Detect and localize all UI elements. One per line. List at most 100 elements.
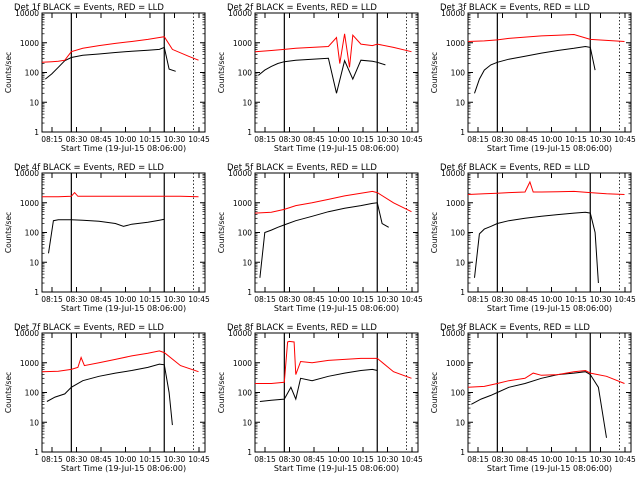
x-axis-label: Start Time (19-Jul-15 08:06:00) bbox=[61, 464, 186, 473]
x-tick-label: 08:15 bbox=[254, 295, 276, 304]
x-tick-label: 10:45 bbox=[401, 455, 423, 464]
y-tick-label: 1000 bbox=[233, 199, 252, 208]
x-tick-label: 10:15 bbox=[352, 295, 374, 304]
x-axis-label: Start Time (19-Jul-15 08:06:00) bbox=[487, 304, 612, 313]
y-axis-label: Counts/sec bbox=[4, 52, 13, 93]
x-tick-label: 10:45 bbox=[188, 295, 210, 304]
chart-title: Det 9f BLACK = Events, RED = LLD bbox=[440, 323, 590, 333]
x-tick-label: 10:45 bbox=[401, 295, 423, 304]
x-tick-label: 08:15 bbox=[254, 455, 276, 464]
y-axis-label: Counts/sec bbox=[217, 52, 226, 93]
chart-title: Det 8f BLACK = Events, RED = LLD bbox=[227, 323, 377, 333]
series-line-events bbox=[259, 202, 389, 278]
series-line-lld bbox=[41, 36, 199, 63]
x-tick-label: 08:45 bbox=[303, 135, 325, 144]
y-tick-label: 1 bbox=[247, 288, 252, 297]
y-tick-label: 10000 bbox=[441, 9, 465, 18]
x-tick-label: 10:30 bbox=[164, 135, 186, 144]
y-tick-label: 1000 bbox=[20, 199, 39, 208]
x-tick-label: 08:15 bbox=[467, 295, 489, 304]
x-tick-label: 08:30 bbox=[492, 295, 514, 304]
chart-title: Det 2f BLACK = Events, RED = LLD bbox=[227, 3, 377, 13]
series-line-events bbox=[474, 211, 599, 284]
x-tick-label: 10:45 bbox=[614, 135, 636, 144]
x-axis-label: Start Time (19-Jul-15 08:06:00) bbox=[487, 464, 612, 473]
x-tick-label: 08:15 bbox=[254, 135, 276, 144]
y-tick-label: 1000 bbox=[20, 39, 39, 48]
y-tick-label: 10 bbox=[455, 258, 465, 267]
plot-frame bbox=[41, 172, 206, 293]
y-tick-label: 10 bbox=[29, 258, 39, 267]
x-tick-label: 10:00 bbox=[115, 455, 137, 464]
x-tick-label: 08:15 bbox=[41, 295, 63, 304]
x-tick-label: 08:30 bbox=[492, 455, 514, 464]
y-axis-label: Counts/sec bbox=[430, 52, 439, 93]
y-tick-label: 100 bbox=[238, 69, 253, 78]
x-tick-label: 08:30 bbox=[66, 455, 88, 464]
x-tick-label: 10:00 bbox=[328, 135, 350, 144]
y-tick-label: 10000 bbox=[15, 9, 39, 18]
x-tick-label: 08:30 bbox=[492, 135, 514, 144]
y-tick-label: 10 bbox=[29, 418, 39, 427]
x-tick-label: 10:15 bbox=[139, 295, 161, 304]
chart-title: Det 4f BLACK = Events, RED = LLD bbox=[14, 163, 164, 173]
y-axis-label: Counts/sec bbox=[4, 372, 13, 413]
series-line-events bbox=[257, 57, 386, 94]
x-tick-label: 10:30 bbox=[590, 455, 612, 464]
plot-frame bbox=[467, 12, 632, 133]
y-tick-label: 10 bbox=[29, 98, 39, 107]
chart-title: Det 7f BLACK = Events, RED = LLD bbox=[14, 323, 164, 333]
series-line-events bbox=[44, 46, 176, 80]
x-tick-label: 10:30 bbox=[590, 295, 612, 304]
series-line-events bbox=[471, 371, 607, 438]
x-tick-label: 10:45 bbox=[401, 135, 423, 144]
series-line-lld bbox=[467, 180, 625, 195]
chart-panel-6: Det 6f BLACK = Events, RED = LLD 1 10 100 10… bbox=[430, 163, 636, 313]
y-tick-label: 100 bbox=[238, 229, 253, 238]
y-tick-label: 100 bbox=[451, 69, 466, 78]
series-line-lld bbox=[467, 33, 625, 42]
x-tick-label: 10:00 bbox=[541, 455, 563, 464]
x-tick-label: 08:15 bbox=[41, 135, 63, 144]
x-tick-label: 10:00 bbox=[541, 135, 563, 144]
x-tick-label: 10:30 bbox=[377, 455, 399, 464]
y-tick-label: 100 bbox=[451, 389, 466, 398]
chart-title: Det 3f BLACK = Events, RED = LLD bbox=[440, 3, 590, 13]
y-tick-label: 1000 bbox=[446, 199, 465, 208]
chart-panel-3: Det 3f BLACK = Events, RED = LLD 1 10 100 10… bbox=[430, 3, 636, 153]
plot-frame bbox=[254, 12, 419, 133]
series-line-events bbox=[259, 368, 378, 402]
chart-title: Det 6f BLACK = Events, RED = LLD bbox=[440, 163, 590, 173]
x-tick-label: 08:45 bbox=[516, 135, 538, 144]
y-axis-label: Counts/sec bbox=[430, 212, 439, 253]
x-tick-label: 08:15 bbox=[467, 455, 489, 464]
x-tick-label: 08:45 bbox=[90, 135, 112, 144]
plot-frame bbox=[467, 172, 632, 293]
y-tick-label: 1000 bbox=[233, 359, 252, 368]
chart-panel-2: Det 2f BLACK = Events, RED = LLD 1 10 100 10… bbox=[217, 3, 423, 153]
series-line-lld bbox=[42, 191, 199, 198]
x-tick-label: 10:00 bbox=[541, 295, 563, 304]
x-tick-label: 08:45 bbox=[516, 455, 538, 464]
x-axis-label: Start Time (19-Jul-15 08:06:00) bbox=[274, 304, 399, 313]
y-tick-label: 1 bbox=[34, 288, 39, 297]
x-axis-label: Start Time (19-Jul-15 08:06:00) bbox=[274, 464, 399, 473]
x-tick-label: 10:00 bbox=[115, 295, 137, 304]
x-axis-label: Start Time (19-Jul-15 08:06:00) bbox=[61, 144, 186, 153]
y-axis-label: Counts/sec bbox=[4, 212, 13, 253]
y-tick-label: 1000 bbox=[20, 359, 39, 368]
y-tick-label: 1 bbox=[34, 448, 39, 457]
chart-panel-7: Det 7f BLACK = Events, RED = LLD 1 10 100 10… bbox=[4, 323, 210, 473]
y-tick-label: 1 bbox=[247, 128, 252, 137]
x-tick-label: 08:30 bbox=[279, 135, 301, 144]
plot-frame bbox=[254, 172, 419, 293]
y-tick-label: 100 bbox=[25, 69, 40, 78]
x-tick-label: 10:15 bbox=[139, 135, 161, 144]
y-axis-label: Counts/sec bbox=[217, 212, 226, 253]
x-tick-label: 08:45 bbox=[516, 295, 538, 304]
chart-panel-1: Det 1f BLACK = Events, RED = LLD 1 10 100 10… bbox=[4, 3, 210, 153]
x-tick-label: 08:30 bbox=[66, 135, 88, 144]
chart-title: Det 1f BLACK = Events, RED = LLD bbox=[14, 3, 164, 13]
chart-title: Det 5f BLACK = Events, RED = LLD bbox=[227, 163, 377, 173]
